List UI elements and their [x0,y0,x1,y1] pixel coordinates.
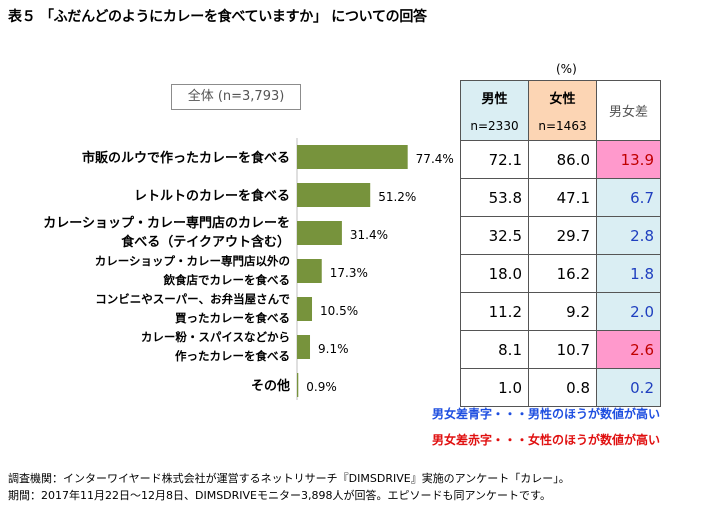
diff-value: 0.2 [596,368,661,407]
header-male: 男性 n=2330 [460,80,529,141]
footnote-period: 期間：2017年11月22日～12月8日、DIMSDRIVEモニター3,898人… [8,489,551,502]
category-label: コンビニやスーパー、お弁当屋さんで [95,292,290,306]
bar-value-label: 31.4% [350,228,388,242]
male-value: 8.1 [460,330,529,369]
bar [297,297,313,321]
male-value: 1.0 [460,368,529,407]
female-value: 10.7 [528,330,597,369]
category-label: 飲食店でカレーを食べる [163,273,291,287]
bar [297,183,371,207]
category-label: 作ったカレーを食べる [175,349,290,363]
bar [297,335,311,359]
female-value: 47.1 [528,178,597,217]
category-label: 市販のルウで作ったカレーを食べる [82,150,290,166]
gender-table: 男性 n=2330 女性 n=1463 男女差 72.1 86.0 13.9 53.8… [460,80,661,407]
category-label: その他 [251,378,290,394]
male-value: 72.1 [460,140,529,179]
diff-value: 2.0 [596,292,661,331]
category-label: カレーショップ・カレー専門店以外の [95,254,290,268]
male-value: 53.8 [460,178,529,217]
header-male-n: n=2330 [470,119,519,133]
diff-value: 13.9 [596,140,661,179]
diff-value: 2.6 [596,330,661,369]
bar-value-label: 0.9% [306,380,337,394]
diff-value: 2.8 [596,216,661,255]
bar-chart: 77.4% 市販のルウで作ったカレーを食べる 51.2% レトルトのカレーを食べる 31… [43,138,454,400]
bar-value-label: 17.3% [330,266,368,280]
bar [297,145,408,169]
table-row: 53.8 47.1 6.7 [460,178,661,217]
category-label: カレー粉・スパイスなどから [141,330,290,344]
bar-value-label: 77.4% [416,152,454,166]
bar-value-label: 10.5% [320,304,358,318]
bar-value-label: 51.2% [378,190,416,204]
header-male-label: 男性 [481,92,508,107]
female-value: 86.0 [528,140,597,179]
category-label: レトルトのカレーを食べる [134,188,290,204]
bar [297,259,322,283]
category-label: 食べる（テイクアウト含む） [121,234,290,250]
legend-blue: 男女差青字・・・男性のほうが数値が高い [432,407,661,421]
page-title: 表５ 「ふだんどのようにカレーを食べていますか」 についての回答 [8,9,427,25]
female-value: 29.7 [528,216,597,255]
category-label: カレーショップ・カレー専門店のカレーを [43,215,290,231]
bar [297,373,299,397]
table-row: 18.0 16.2 1.8 [460,254,661,293]
female-value: 0.8 [528,368,597,407]
table-row: 32.5 29.7 2.8 [460,216,661,255]
table-row: 1.0 0.8 0.2 [460,368,661,407]
header-diff: 男女差 [596,80,661,141]
legend-red: 男女差赤字・・・女性のほうが数値が高い [432,433,661,447]
bar [297,221,342,245]
diff-value: 6.7 [596,178,661,217]
unit-label: (%) [556,62,577,76]
category-label: 買ったカレーを食べる [175,311,290,325]
bar-value-label: 9.1% [318,342,349,356]
overall-sample-label: 全体 (n=3,793) [171,84,301,110]
male-value: 18.0 [460,254,529,293]
header-female: 女性 n=1463 [528,80,597,141]
header-female-n: n=1463 [538,119,587,133]
table-body: 72.1 86.0 13.9 53.8 47.1 6.7 32.5 29.7 2.8 18.0 16… [460,140,661,407]
female-value: 16.2 [528,254,597,293]
male-value: 11.2 [460,292,529,331]
table-row: 72.1 86.0 13.9 [460,140,661,179]
male-value: 32.5 [460,216,529,255]
diff-value: 1.8 [596,254,661,293]
table-row: 8.1 10.7 2.6 [460,330,661,369]
female-value: 9.2 [528,292,597,331]
table-row: 11.2 9.2 2.0 [460,292,661,331]
footnote-source: 調査機関：インターワイヤード株式会社が運営するネットリサーチ『DIMSDRIVE… [8,472,570,485]
header-female-label: 女性 [549,92,576,107]
